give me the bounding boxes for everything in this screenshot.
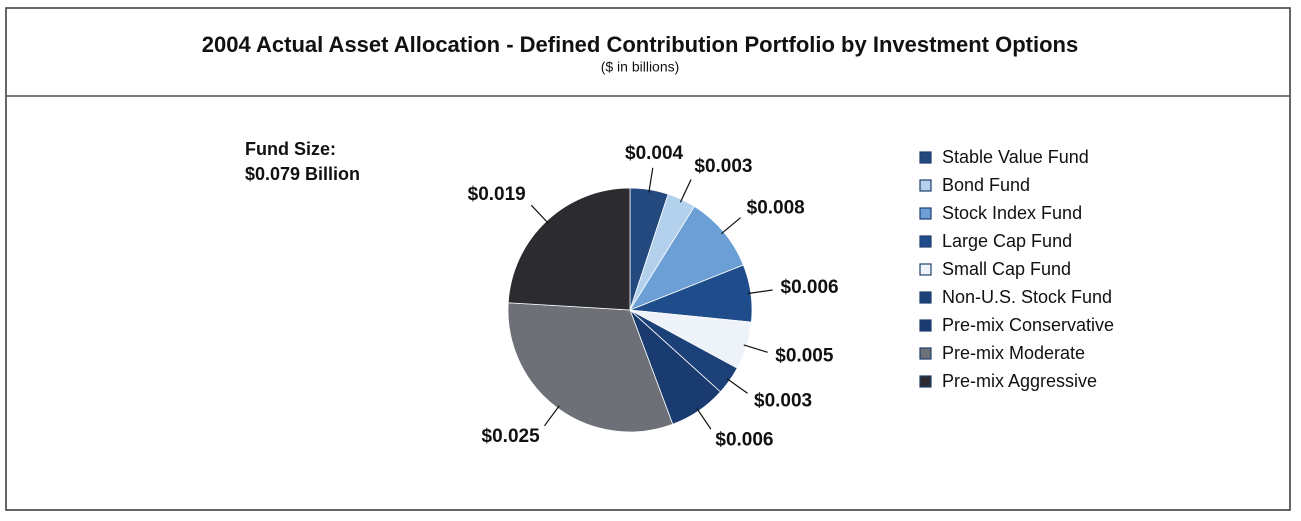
data-label: $0.004 (625, 143, 684, 164)
data-label: $0.003 (694, 156, 752, 177)
legend-swatch (919, 347, 932, 360)
leader-line (726, 378, 748, 394)
annotation: Fund Size: (245, 139, 336, 159)
chart-title: 2004 Actual Asset Allocation - Defined C… (202, 32, 1078, 57)
chart-subtitle: ($ in billions) (601, 59, 680, 75)
legend-swatch (919, 375, 932, 388)
data-label: $0.006 (781, 277, 839, 298)
legend-label: Pre-mix Aggressive (942, 371, 1097, 391)
data-label: $0.008 (747, 198, 805, 219)
legend-label: Small Cap Fund (942, 259, 1071, 279)
frame (5, 7, 1291, 511)
legend-swatch (919, 291, 932, 304)
legend-label: Large Cap Fund (942, 231, 1072, 251)
legend-label: Pre-mix Moderate (942, 343, 1085, 363)
legend-swatch (919, 179, 932, 192)
leader-line (679, 179, 692, 203)
legend-swatch (919, 319, 932, 332)
legend-swatch (919, 207, 932, 220)
leader-line (720, 217, 741, 235)
legend-label: Stock Index Fund (942, 203, 1082, 223)
legend-label: Bond Fund (942, 175, 1030, 195)
data-label: $0.025 (482, 426, 541, 447)
data-label: $0.006 (715, 430, 773, 451)
annotation: $0.079 Billion (245, 164, 360, 184)
data-label: $0.005 (775, 345, 834, 366)
legend-label: Stable Value Fund (942, 147, 1089, 167)
legend-label: Non-U.S. Stock Fund (942, 287, 1112, 307)
legend-label: Pre-mix Conservative (942, 315, 1114, 335)
leader-line (743, 344, 768, 353)
legend-swatch (919, 263, 932, 276)
data-label: $0.003 (754, 390, 812, 411)
leader-line (648, 167, 654, 193)
pie-slice (507, 187, 631, 311)
leader-line (747, 289, 773, 295)
leader-line (543, 405, 560, 427)
data-label: $0.019 (468, 184, 526, 205)
legend-swatch (919, 151, 932, 164)
leader-line (696, 408, 712, 430)
leader-line (530, 204, 549, 224)
legend-swatch (919, 235, 932, 248)
